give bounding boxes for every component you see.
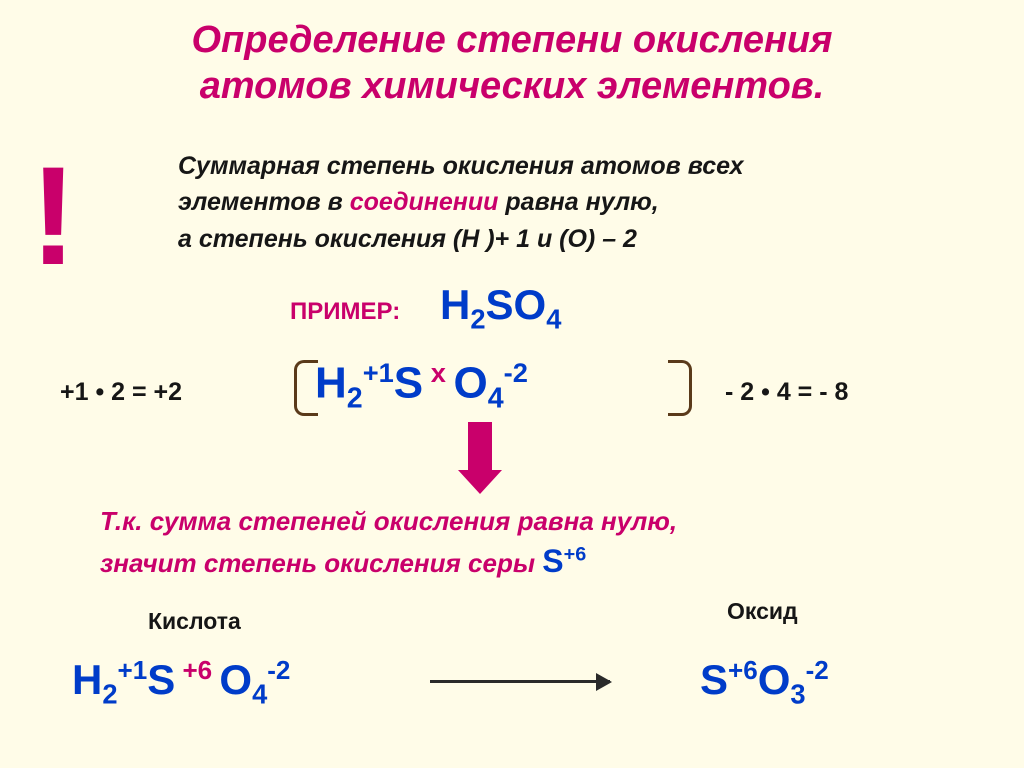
center-formula: H2+1S x O4-2 (315, 357, 528, 415)
calc-right: - 2 • 4 = - 8 (725, 378, 848, 407)
arrow-right-icon (430, 680, 610, 683)
bracket-right-icon (668, 360, 692, 416)
calc-left: +1 • 2 = +2 (60, 378, 182, 407)
example-formula: H2SO4 (440, 281, 561, 335)
example-label: ПРИМЕР: (290, 298, 400, 326)
final-oxide-formula: S+6O3-2 (700, 655, 829, 710)
slide-title: Определение степени окисления атомов хим… (0, 0, 1024, 109)
title-line2: атомов химических элементов. (0, 64, 1024, 110)
final-acid-formula: H2+1S +6 O4-2 (72, 655, 290, 710)
sum-line1: Т.к. сумма степеней окисления равна нулю… (100, 503, 677, 539)
intro-text: Суммарная степень окисления атомов всех … (178, 148, 744, 257)
label-acid: Кислота (148, 608, 241, 635)
label-oxide: Оксид (727, 598, 798, 625)
arrow-down-icon (468, 422, 502, 494)
sum-line2: значит степень окисления серы S+6 (100, 539, 677, 584)
title-line1: Определение степени окисления (0, 18, 1024, 64)
intro-line1: Суммарная степень окисления атомов всех (178, 148, 744, 184)
exclamation-mark: ! (30, 135, 77, 297)
intro-line2: элементов в соединении равна нулю, (178, 184, 744, 220)
intro-line3: а степень окисления (Н )+ 1 и (О) – 2 (178, 221, 744, 257)
sum-text: Т.к. сумма степеней окисления равна нулю… (100, 503, 677, 584)
